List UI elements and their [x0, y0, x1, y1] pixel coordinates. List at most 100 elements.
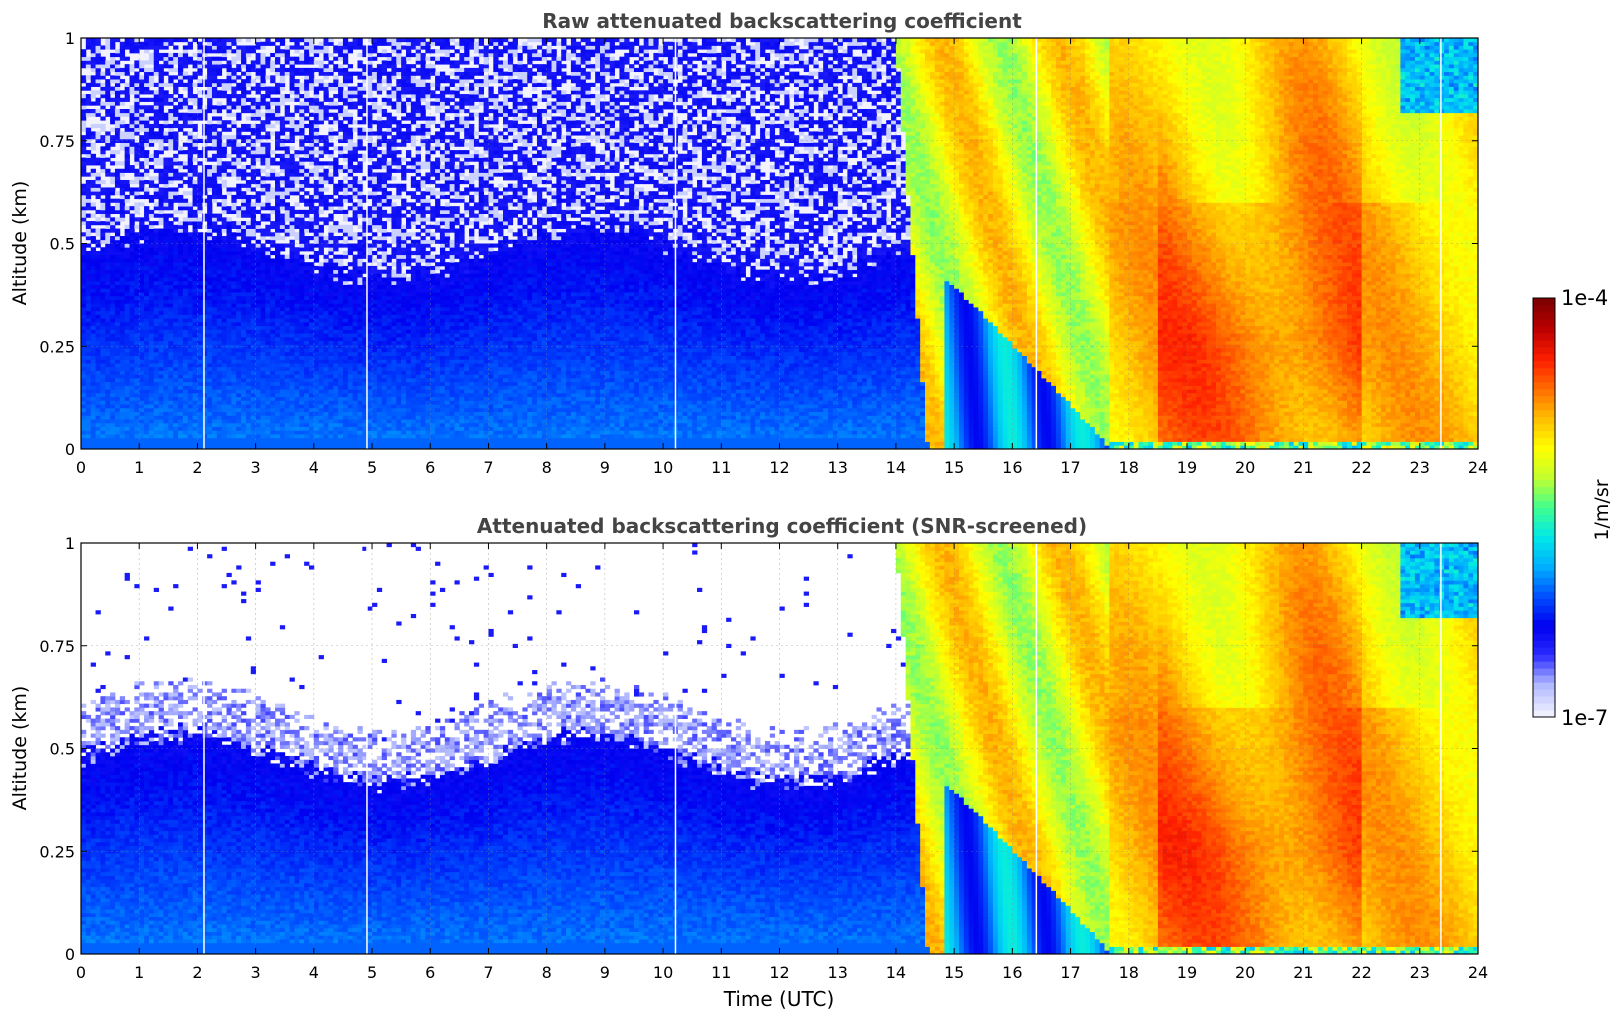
heatmap-cell: [149, 281, 154, 285]
heatmap-cell: [81, 303, 86, 307]
heatmap-cell: [81, 374, 86, 378]
heatmap-cell: [105, 255, 110, 259]
heatmap-cell: [134, 333, 139, 337]
heatmap-cell: [149, 442, 154, 446]
heatmap-cell: [130, 105, 135, 109]
heatmap-cell: [120, 146, 125, 150]
heatmap-cell: [86, 273, 91, 277]
heatmap-cell: [110, 176, 115, 180]
heatmap-cell: [86, 385, 91, 389]
heatmap-cell: [144, 135, 149, 139]
heatmap-cell: [100, 415, 105, 419]
heatmap-cell: [86, 415, 91, 419]
heatmap-cell: [81, 184, 86, 188]
heatmap-cell: [100, 154, 105, 158]
heatmap-cell: [91, 408, 96, 412]
heatmap-cell: [134, 382, 139, 386]
heatmap-cell: [91, 419, 96, 423]
heatmap-cell: [120, 79, 125, 83]
heatmap-cell: [139, 225, 144, 229]
heatmap-cell: [139, 202, 144, 206]
heatmap-cell: [125, 378, 130, 382]
heatmap-cell: [81, 322, 86, 326]
heatmap-cell: [125, 109, 130, 113]
heatmap-cell: [125, 113, 130, 117]
heatmap-cell: [86, 277, 91, 281]
heatmap-cell: [105, 400, 110, 404]
heatmap-cell: [125, 382, 130, 386]
heatmap-cell: [139, 262, 144, 266]
heatmap-cell: [139, 288, 144, 292]
heatmap-cell: [125, 341, 130, 345]
heatmap-cell: [130, 393, 135, 397]
heatmap-cell: [110, 75, 115, 79]
heatmap-cell: [125, 128, 130, 132]
heatmap-cell: [86, 143, 91, 147]
heatmap-cell: [134, 247, 139, 251]
heatmap-cell: [134, 397, 139, 401]
heatmap-cell: [91, 214, 96, 218]
heatmap-cell: [125, 210, 130, 214]
heatmap-cell: [105, 90, 110, 94]
heatmap-cell: [115, 356, 120, 360]
heatmap-cell: [100, 326, 105, 330]
heatmap-cell: [130, 423, 135, 427]
heatmap-cell: [139, 333, 144, 337]
heatmap-cell: [105, 322, 110, 326]
heatmap-cell: [96, 210, 101, 214]
heatmap-cell: [110, 419, 115, 423]
heatmap-cell: [149, 371, 154, 375]
heatmap-cell: [120, 113, 125, 117]
heatmap-cell: [130, 87, 135, 91]
heatmap-cell: [100, 408, 105, 412]
heatmap-cell: [134, 300, 139, 304]
heatmap-cell: [125, 359, 130, 363]
heatmap-cell: [134, 292, 139, 296]
heatmap-cell: [130, 120, 135, 124]
heatmap-cell: [120, 359, 125, 363]
heatmap-cell: [115, 135, 120, 139]
heatmap-cell: [115, 258, 120, 262]
heatmap-cell: [81, 419, 86, 423]
heatmap-cell: [149, 318, 154, 322]
heatmap-cell: [110, 258, 115, 262]
heatmap-cell: [96, 389, 101, 393]
heatmap-cell: [134, 408, 139, 412]
heatmap-cell: [115, 415, 120, 419]
heatmap-cell: [110, 307, 115, 311]
heatmap-cell: [130, 438, 135, 442]
heatmap-cell: [144, 374, 149, 378]
heatmap-cell: [91, 352, 96, 356]
heatmap-cell: [100, 258, 105, 262]
heatmap-cell: [139, 68, 144, 72]
heatmap-cell: [130, 356, 135, 360]
heatmap-cell: [105, 285, 110, 289]
heatmap-cell: [81, 356, 86, 360]
heatmap-cell: [100, 307, 105, 311]
heatmap-cell: [96, 367, 101, 371]
heatmap-cell: [144, 367, 149, 371]
heatmap-cell: [130, 124, 135, 128]
heatmap-cell: [115, 113, 120, 117]
heatmap-cell: [105, 42, 110, 46]
heatmap-cell: [110, 404, 115, 408]
heatmap-cell: [105, 173, 110, 177]
heatmap-cell: [149, 363, 154, 367]
heatmap-cell: [110, 150, 115, 154]
heatmap-cell: [139, 367, 144, 371]
heatmap-cell: [96, 382, 101, 386]
heatmap-cell: [105, 109, 110, 113]
heatmap-cell: [96, 318, 101, 322]
heatmap-cell: [149, 434, 154, 438]
heatmap-cell: [134, 98, 139, 102]
heatmap-cell: [91, 53, 96, 57]
heatmap-cell: [125, 385, 130, 389]
heatmap-cell: [120, 348, 125, 352]
heatmap-cell: [91, 307, 96, 311]
heatmap-cell: [96, 49, 101, 53]
heatmap-cell: [125, 374, 130, 378]
heatmap-cell: [120, 356, 125, 360]
heatmap-cell: [130, 131, 135, 135]
heatmap-cell: [91, 434, 96, 438]
heatmap-cell: [81, 255, 86, 259]
